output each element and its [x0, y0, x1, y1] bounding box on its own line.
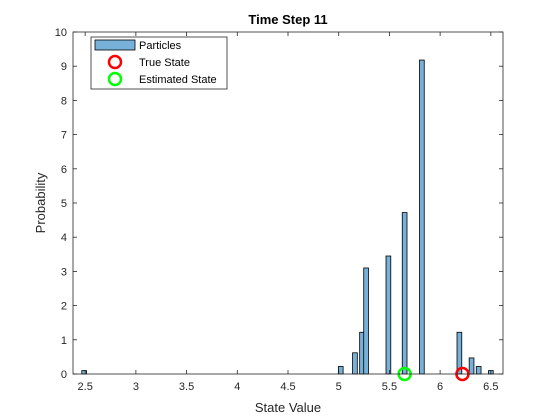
- y-tick-label-2: 2: [61, 301, 67, 313]
- x-tick-label-5: 5: [336, 381, 342, 393]
- histogram-bar-0: [81, 370, 87, 375]
- legend-estimated-state-marker: [107, 71, 123, 87]
- histogram-bar-9: [468, 357, 475, 375]
- y-tick-label-7: 7: [61, 130, 67, 142]
- y-axis: 0 1 2 3 4 5 6 7 8 9 10: [55, 27, 503, 381]
- y-tick-label-1: 1: [61, 335, 67, 347]
- y-tick-label-5: 5: [61, 198, 67, 210]
- legend-particles-swatch: [94, 39, 136, 51]
- x-tick-label-3: 4: [234, 381, 240, 393]
- y-tick-label-10: 10: [55, 27, 67, 39]
- x-tick-label-4: 4.5: [280, 381, 295, 393]
- y-tick-label-8: 8: [61, 95, 67, 107]
- x-axis-label: State Value: [255, 400, 321, 415]
- x-tick-label-8: 6.5: [483, 381, 498, 393]
- y-tick-label-0: 0: [61, 369, 67, 381]
- histogram-bar-10: [475, 366, 482, 375]
- legend-true-state-label: True State: [139, 57, 190, 69]
- histogram-bar-4: [363, 267, 369, 375]
- x-tick-label-6: 5.5: [382, 381, 397, 393]
- legend-true-state-marker: [107, 54, 123, 70]
- x-tick-label-2: 3.5: [179, 381, 194, 393]
- y-axis-label: Probability: [33, 172, 48, 233]
- legend-particles-label: Particles: [139, 40, 182, 52]
- chart-title: Time Step 11: [248, 12, 327, 27]
- x-tick-label-1: 3: [133, 381, 139, 393]
- histogram-bar-7: [419, 59, 425, 375]
- y-tick-label-3: 3: [61, 266, 67, 278]
- y-tick-label-6: 6: [61, 164, 67, 176]
- y-tick-label-4: 4: [61, 232, 67, 244]
- legend-estimated-state-label: Estimated State: [139, 74, 217, 86]
- histogram-bar-2: [352, 352, 358, 375]
- x-axis: 2.5 3 3.5 4 4.5 5 5.5 6 6.5: [78, 32, 498, 393]
- y-tick-label-9: 9: [61, 61, 67, 73]
- x-tick-label-7: 6: [437, 381, 443, 393]
- histogram-bar-6: [401, 212, 408, 375]
- x-tick-label-0: 2.5: [78, 381, 93, 393]
- legend: Particles True State Estimated State: [90, 36, 228, 90]
- histogram-bar-5: [385, 255, 392, 375]
